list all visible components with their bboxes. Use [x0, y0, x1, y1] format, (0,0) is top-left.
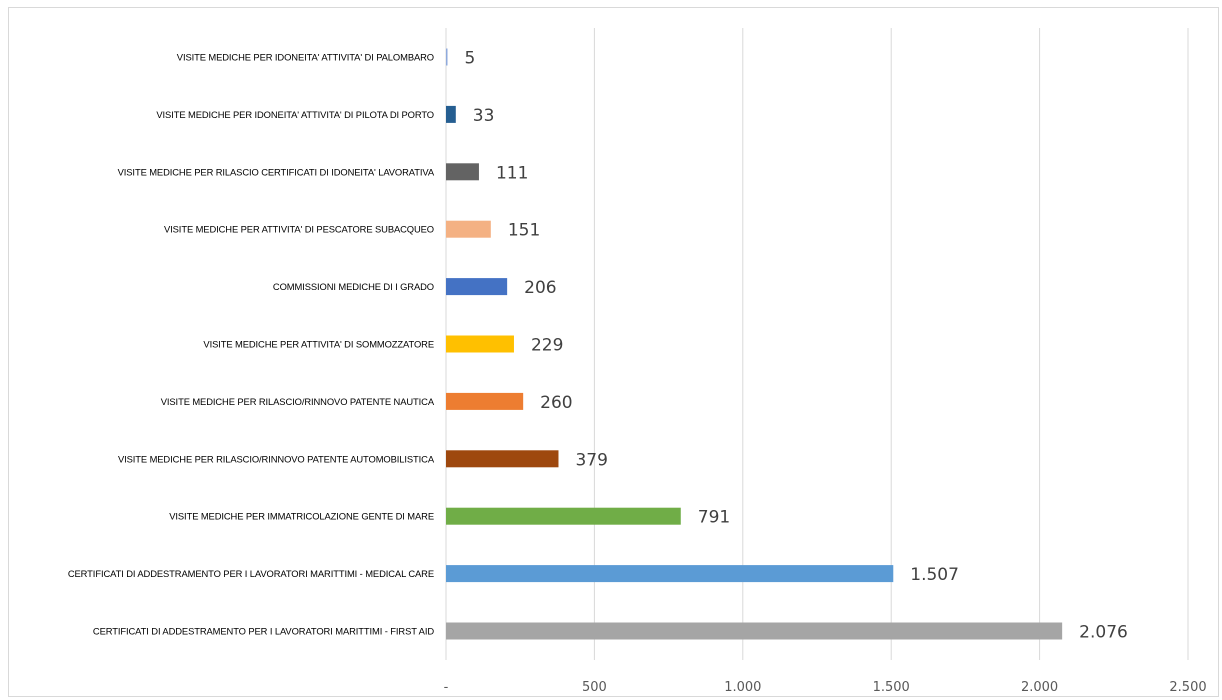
- x-tick-label: 2.000: [1021, 680, 1058, 695]
- x-tick-labels: - 500 1.000 1.500 2.000 2.500: [444, 680, 1207, 695]
- data-label: 206: [524, 278, 556, 298]
- x-tick-label: 2.500: [1169, 680, 1206, 695]
- data-label: 33: [473, 106, 495, 126]
- x-tick-label: 1.500: [873, 680, 910, 695]
- x-tick-label: 500: [582, 680, 607, 695]
- bar: [446, 220, 491, 238]
- bar: [446, 392, 524, 410]
- chart-frame: [8, 7, 1219, 697]
- data-label: 260: [540, 393, 572, 413]
- category-label: VISITE MEDICHE PER RILASCIO CERTIFICATI …: [118, 166, 435, 177]
- data-label: 379: [575, 450, 607, 470]
- category-label: COMMISSIONI MEDICHE DI I GRADO: [273, 281, 434, 292]
- bar: [446, 622, 1063, 640]
- category-label: VISITE MEDICHE PER RILASCIO/RINNOVO PATE…: [118, 453, 435, 464]
- data-label: 5: [465, 49, 476, 69]
- data-label: 229: [531, 336, 563, 356]
- bar: [446, 278, 508, 296]
- category-label: VISITE MEDICHE PER ATTIVITA' DI SOMMOZZA…: [203, 339, 434, 350]
- category-label: VISITE MEDICHE PER IDONEITA' ATTIVITA' D…: [156, 109, 434, 120]
- bar: [446, 450, 559, 468]
- data-label: 111: [496, 163, 528, 183]
- x-tick-label: 1.000: [724, 680, 761, 695]
- category-label: VISITE MEDICHE PER IMMATRICOLAZIONE GENT…: [169, 511, 434, 522]
- bar: [446, 105, 456, 123]
- bar: [446, 507, 681, 525]
- bar: [446, 48, 448, 66]
- category-label: VISITE MEDICHE PER IDONEITA' ATTIVITA' D…: [177, 52, 434, 63]
- data-label: 791: [698, 508, 730, 528]
- category-label: CERTIFICATI DI ADDESTRAMENTO PER I LAVOR…: [68, 568, 434, 579]
- data-labels: 5 33 111 151 206 229 260 379 791 1.507 2.076: [465, 49, 1128, 643]
- category-label: VISITE MEDICHE PER RILASCIO/RINNOVO PATE…: [161, 396, 435, 407]
- bars: [446, 48, 1063, 640]
- bar: [446, 163, 479, 181]
- data-label: 151: [508, 221, 540, 241]
- category-label: VISITE MEDICHE PER ATTIVITA' DI PESCATOR…: [164, 224, 434, 235]
- bar: [446, 335, 514, 353]
- category-label: CERTIFICATI DI ADDESTRAMENTO PER I LAVOR…: [93, 626, 434, 637]
- x-tick-label: -: [444, 680, 449, 695]
- gridlines: [593, 28, 1189, 660]
- bar: [446, 565, 894, 583]
- data-label: 1.507: [910, 565, 959, 585]
- data-label: 2.076: [1079, 623, 1128, 643]
- category-labels: VISITE MEDICHE PER IDONEITA' ATTIVITA' D…: [68, 52, 435, 637]
